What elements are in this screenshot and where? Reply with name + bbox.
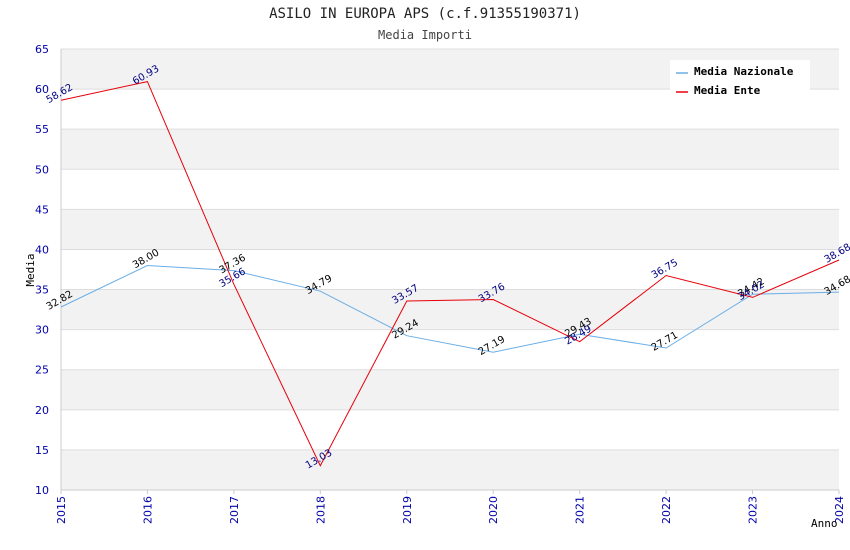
legend-label-nazionale: Media Nazionale	[694, 65, 794, 78]
background-bands	[61, 49, 839, 490]
series-lines	[60, 81, 840, 467]
y-tick-label: 20	[35, 404, 49, 417]
x-tick-label: 2016	[141, 496, 154, 524]
data-label-ente: 58.62	[45, 82, 75, 106]
chart-subtitle: Media Importi	[378, 28, 472, 42]
legend-label-ente: Media Ente	[694, 84, 761, 97]
legend: Media Nazionale Media Ente	[670, 60, 810, 102]
x-tick-label: 2019	[401, 496, 414, 524]
background-band	[61, 129, 839, 170]
x-tick-label: 2023	[747, 496, 760, 524]
background-band	[61, 289, 839, 330]
y-tick-label: 65	[35, 43, 49, 56]
data-label-nazionale: 27.19	[477, 334, 507, 358]
series-line-ente	[60, 81, 840, 467]
x-tick-label: 2018	[314, 496, 327, 524]
y-tick-label: 50	[35, 163, 49, 176]
x-tick-label: 2017	[228, 496, 241, 524]
gridlines	[61, 48, 839, 491]
legend-background	[670, 60, 810, 102]
x-axis-label: Anno	[811, 517, 838, 530]
background-band	[61, 369, 839, 410]
x-axis-ticks: 2015 2016 2017 2018 2019 2020 2021 2022 2023 2024	[55, 490, 846, 524]
series-line-nazionale	[60, 264, 840, 353]
y-tick-label: 30	[35, 324, 49, 337]
y-tick-label: 15	[35, 444, 49, 457]
data-label-nazionale: 38.00	[131, 247, 161, 271]
x-tick-label: 2022	[660, 496, 673, 524]
y-tick-label: 10	[35, 484, 49, 497]
chart-title: ASILO IN EUROPA APS (c.f.91355190371)	[269, 6, 581, 22]
x-tick-label: 2021	[574, 496, 587, 524]
y-tick-label: 45	[35, 203, 49, 216]
background-band	[61, 209, 839, 250]
axes	[60, 49, 839, 491]
y-tick-label: 55	[35, 123, 49, 136]
background-band	[61, 449, 839, 490]
data-label-nazionale: 27.71	[650, 330, 680, 354]
x-tick-label: 2020	[487, 496, 500, 524]
x-tick-label: 2024	[833, 496, 846, 524]
y-axis-label: Media	[24, 253, 37, 286]
y-tick-label: 40	[35, 243, 49, 256]
y-axis-ticks: 10 15 20 25 30 35 40 45 50 55 60 65	[35, 43, 49, 497]
y-tick-label: 25	[35, 364, 49, 377]
y-tick-label: 60	[35, 83, 49, 96]
y-tick-label: 35	[35, 284, 49, 297]
x-tick-label: 2015	[55, 496, 68, 524]
